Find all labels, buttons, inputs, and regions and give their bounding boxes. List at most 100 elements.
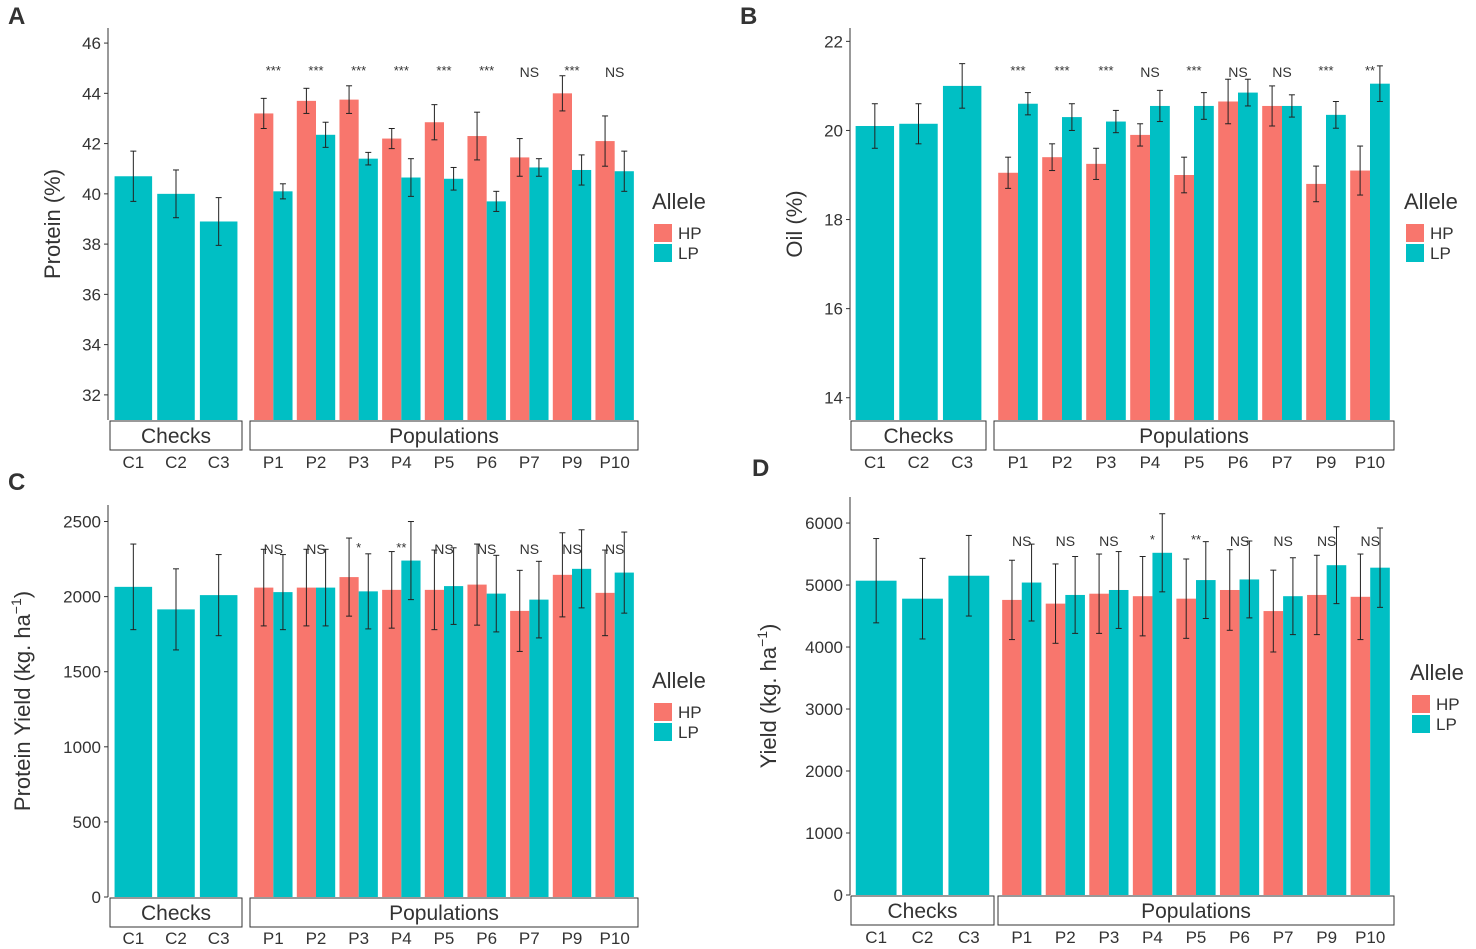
y-axis-label-superscript: −1 [8, 598, 24, 614]
bar-hp-p2 [296, 587, 316, 897]
strip-box-checks [850, 895, 995, 926]
significance-label: NS [562, 541, 581, 557]
y-tick-label: 1500 [63, 663, 101, 682]
significance-label: *** [1054, 63, 1069, 78]
bar-lp-p2 [1062, 117, 1082, 420]
bar-lp-p4 [1152, 552, 1173, 895]
x-tick-label: P9 [1316, 453, 1337, 472]
significance-label: NS [1140, 64, 1159, 80]
bar-hp-p10 [595, 141, 615, 421]
strip-label-populations: Populations [1141, 900, 1251, 923]
significance-label: ** [1365, 63, 1375, 78]
bar-lp-p4 [401, 560, 421, 897]
x-tick-label: C1 [864, 453, 886, 472]
x-tick-label: C2 [165, 929, 187, 948]
bar-lp-p4 [401, 177, 421, 420]
y-tick-label: 40 [82, 185, 101, 204]
strip-label-checks: Checks [887, 900, 957, 923]
bar-lp-p7 [1283, 596, 1303, 895]
y-tick-label: 2000 [63, 588, 101, 607]
bar-lp-p5 [1194, 105, 1214, 421]
panel-letter: A [8, 3, 25, 30]
x-tick-label: P2 [306, 453, 327, 472]
strip-label-checks: Checks [883, 425, 953, 448]
legend-label-lp: LP [1436, 715, 1457, 734]
y-tick-label: 18 [824, 211, 843, 230]
legend-label-lp: LP [678, 723, 699, 742]
y-tick-label: 38 [82, 235, 101, 254]
bar-lp-p7 [529, 167, 549, 420]
x-tick-label: P10 [600, 453, 630, 472]
bar-lp-p6 [486, 201, 506, 420]
legend-swatch-lp [654, 723, 672, 741]
y-tick-label: 46 [82, 34, 101, 53]
strip-box-checks [109, 420, 243, 451]
bar-check-c2 [157, 609, 195, 897]
x-tick-label: P3 [1098, 928, 1119, 947]
bar-hp-p9 [552, 574, 572, 897]
x-tick-label: P6 [476, 929, 497, 948]
x-tick-label: P1 [1008, 453, 1029, 472]
x-tick-label: P3 [348, 453, 369, 472]
populations-facet: P1 NS P2 NS P3 * P4 ** P5 NS P6 NS P7 NS P9 NS P10 NS Popu… [249, 521, 639, 948]
legend-label-lp: LP [1430, 244, 1451, 263]
significance-label: NS [1273, 533, 1292, 549]
significance-label: *** [351, 63, 366, 78]
bar-check-c3 [199, 595, 238, 897]
x-tick-label: P9 [1316, 928, 1337, 947]
significance-label: NS [1230, 533, 1249, 549]
strip-label-populations: Populations [389, 902, 499, 925]
bar-hp-p4 [382, 138, 402, 421]
legend-title: Allele [1404, 189, 1458, 214]
bar-lp-p7 [529, 599, 549, 897]
legend-swatch-lp [1412, 715, 1430, 733]
bar-lp-p5 [444, 178, 464, 420]
x-tick-label: P4 [1142, 928, 1163, 947]
bar-hp-p7 [510, 157, 530, 420]
x-tick-label: P10 [600, 929, 630, 948]
bar-check-c3 [942, 85, 982, 420]
x-tick-label: P9 [562, 929, 583, 948]
x-tick-label: P2 [306, 929, 327, 948]
bar-lp-p2 [316, 587, 336, 897]
panel-letter: B [740, 3, 757, 30]
y-tick-label: 20 [824, 121, 843, 140]
significance-label: *** [1098, 63, 1113, 78]
x-tick-label: P5 [1186, 928, 1207, 947]
significance-label: NS [264, 541, 283, 557]
legend-title: Allele [652, 668, 706, 693]
significance-label: NS [605, 64, 624, 80]
significance-label: NS [477, 541, 496, 557]
legend-swatch-lp [654, 244, 672, 262]
legend-label-hp: HP [1436, 695, 1460, 714]
significance-label: * [1150, 532, 1155, 547]
x-tick-label: C2 [165, 453, 187, 472]
legend-swatch-hp [654, 224, 672, 242]
bar-hp-p10 [595, 592, 615, 897]
bar-lp-p10 [1370, 567, 1390, 895]
legend-swatch-hp [1406, 224, 1424, 242]
y-axis-label-text: Oil (%) [782, 190, 807, 257]
bar-lp-p3 [358, 591, 378, 897]
bar-lp-p1 [1018, 103, 1038, 421]
bar-hp-p2 [1042, 157, 1062, 420]
y-axis-label-text: Yield (kg. ha [756, 646, 781, 768]
x-tick-label: P6 [1229, 928, 1250, 947]
panel-c: C 0 500 1000 1500 2000 2500 Protein Yield (kg. … [8, 469, 706, 948]
y-tick-label: 5000 [805, 576, 843, 595]
strip-box-checks [850, 420, 987, 451]
y-tick-label: 16 [824, 300, 843, 319]
bar-lp-p3 [1108, 589, 1129, 895]
bar-hp-p4 [1132, 596, 1153, 895]
x-tick-label: C1 [122, 929, 144, 948]
legend-swatch-hp [654, 703, 672, 721]
bar-lp-p1 [1021, 582, 1042, 895]
bar-check-c1 [114, 586, 153, 897]
bar-hp-p10 [1350, 170, 1370, 420]
x-tick-label: C3 [958, 928, 980, 947]
legend-swatch-lp [1406, 244, 1424, 262]
